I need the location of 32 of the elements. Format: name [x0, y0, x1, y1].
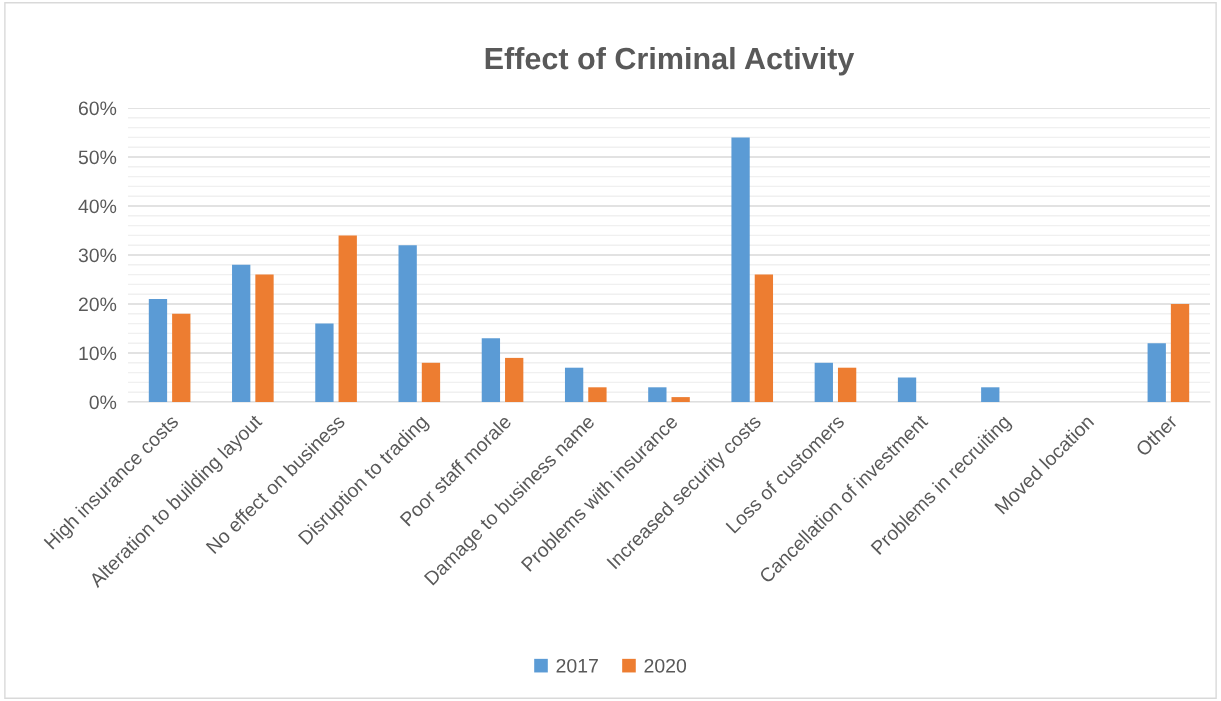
bar	[754, 274, 774, 402]
bar	[731, 137, 750, 402]
legend-label: 2017	[556, 658, 598, 673]
bar	[232, 264, 251, 402]
y-tick-label: 20%	[78, 297, 117, 312]
bar	[981, 387, 1000, 402]
bar	[837, 367, 857, 402]
bar	[481, 338, 501, 402]
bar	[172, 313, 191, 402]
bar	[1170, 304, 1190, 402]
legend-label: 2020	[644, 658, 687, 673]
bar	[255, 274, 274, 402]
y-tick-label: 60%	[78, 101, 117, 116]
bar	[421, 362, 441, 402]
bar	[315, 323, 334, 402]
bar	[588, 387, 607, 402]
bar	[648, 387, 667, 402]
bar	[1147, 343, 1166, 402]
y-tick-label: 10%	[79, 346, 117, 361]
y-tick-label: 0%	[89, 395, 117, 410]
bar	[338, 235, 357, 402]
bar	[505, 357, 524, 402]
y-tick-label: 40%	[78, 199, 117, 214]
bar	[814, 362, 833, 402]
bar	[398, 245, 417, 402]
bar	[564, 367, 584, 402]
y-tick-label: 30%	[78, 248, 117, 263]
bar	[148, 299, 168, 402]
bar	[671, 397, 690, 402]
bar	[897, 377, 917, 402]
chart-title: Effect of Criminal Activity	[485, 46, 855, 76]
y-tick-label: 50%	[78, 150, 117, 165]
